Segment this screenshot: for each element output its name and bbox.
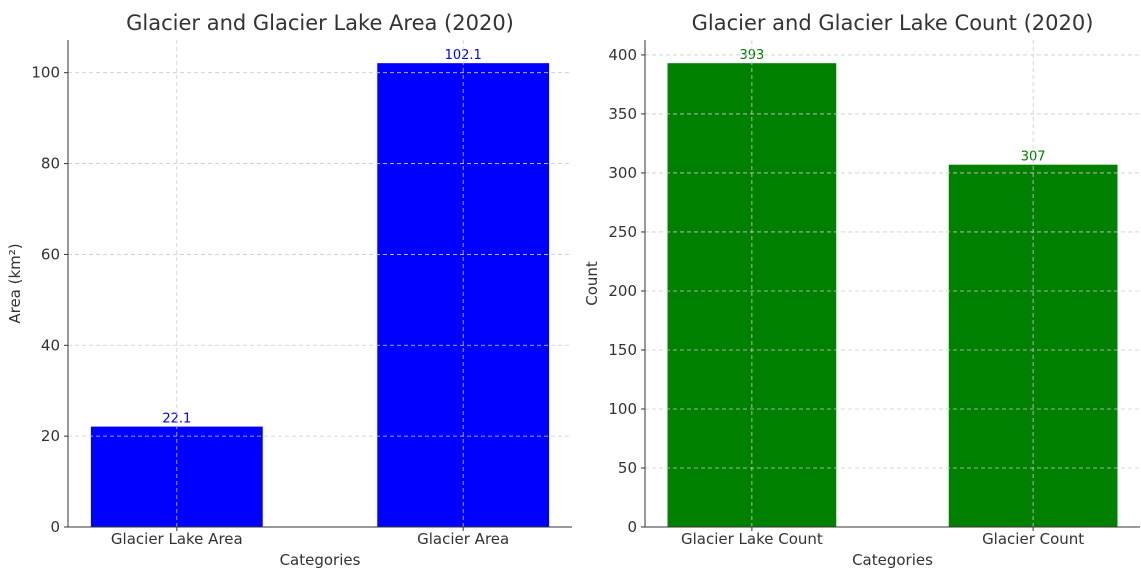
y-tick-label: 250 [608, 223, 637, 241]
y-tick-label: 100 [608, 400, 637, 418]
y-tick-label: 40 [41, 336, 60, 354]
x-tick-label: Glacier Area [417, 530, 509, 548]
x-tick-label: Glacier Lake Area [111, 530, 243, 548]
x-axis-label: Categories [280, 551, 361, 568]
y-tick-label: 100 [31, 64, 60, 82]
y-tick-label: 0 [627, 518, 637, 536]
chart-title: Glacier and Glacier Lake Count (2020) [692, 11, 1094, 35]
y-tick-label: 0 [50, 518, 60, 536]
y-tick-label: 300 [608, 164, 637, 182]
y-tick-label: 350 [608, 105, 637, 123]
bar [948, 164, 1118, 528]
x-tick-label: Glacier Count [982, 530, 1084, 548]
y-tick-label: 60 [41, 245, 60, 263]
y-tick-label: 50 [618, 459, 637, 477]
y-tick-label: 200 [608, 282, 637, 300]
y-axis-label: Count [583, 261, 601, 306]
value-label: 307 [1021, 150, 1046, 165]
y-tick-label: 150 [608, 341, 637, 359]
chart-title: Glacier and Glacier Lake Area (2020) [126, 11, 514, 35]
x-tick-label: Glacier Lake Count [681, 530, 823, 548]
y-axis-label: Area (km²) [6, 243, 24, 323]
x-axis-label: Categories [852, 551, 933, 568]
y-tick-label: 80 [41, 155, 60, 173]
y-tick-label: 400 [608, 46, 637, 64]
y-tick-label: 20 [41, 427, 60, 445]
